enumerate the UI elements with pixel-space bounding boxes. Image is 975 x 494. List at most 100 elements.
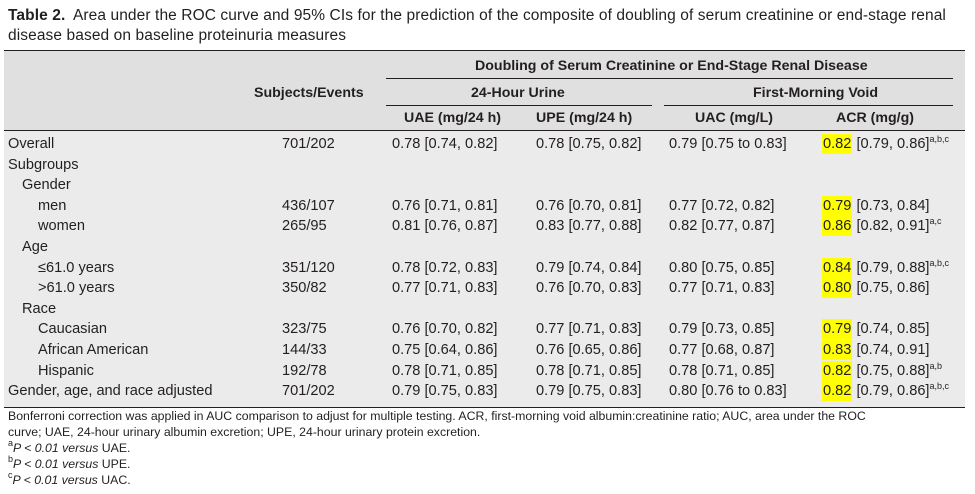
acr-auc-highlight: 0.82	[822, 381, 853, 401]
subjects-events-value: 436/107	[282, 198, 335, 214]
upe-auc-value: 0.76 [0.70, 0.81]	[536, 198, 642, 214]
subjects-events-value: 144/33	[282, 342, 327, 358]
upe-auc-value: 0.83 [0.77, 0.88]	[536, 218, 642, 234]
acr-auc-cell: 0.79 [0.74, 0.85]	[822, 319, 930, 339]
footnote-c: cP < 0.01 versus UAC.	[8, 470, 131, 488]
row-label: Race	[22, 301, 57, 317]
acr-ci-value: [0.74, 0.91]	[852, 342, 930, 358]
header-uac: UAC (mg/L)	[695, 110, 774, 126]
header-subjects: Subjects/Events	[254, 85, 364, 101]
acr-auc-cell: 0.86 [0.82, 0.91]a,c	[822, 216, 942, 236]
row-label: men	[38, 198, 67, 214]
table-caption: Table 2. Area under the ROC curve and 95…	[8, 6, 963, 46]
footnote-c-mark: c	[8, 470, 13, 480]
significance-marks: a,c	[929, 216, 942, 226]
acr-auc-highlight: 0.83	[822, 340, 853, 360]
footnote-text-2: curve; UAE, 24-hour urinary albumin excr…	[8, 425, 481, 439]
upe-auc-value: 0.76 [0.70, 0.83]	[536, 280, 642, 296]
header-rule-24h	[386, 105, 652, 106]
header-uae: UAE (mg/24 h)	[404, 110, 501, 126]
uae-auc-value: 0.78 [0.74, 0.82]	[392, 136, 498, 152]
acr-ci-value: [0.79, 0.86]	[852, 136, 930, 152]
acr-auc-highlight: 0.86	[822, 216, 853, 236]
acr-ci-value: [0.74, 0.85]	[852, 321, 930, 337]
uae-auc-value: 0.76 [0.71, 0.81]	[392, 198, 498, 214]
acr-ci-value: [0.73, 0.84]	[852, 198, 930, 214]
uac-auc-value: 0.80 [0.76 to 0.83]	[669, 383, 787, 399]
upe-auc-value: 0.77 [0.71, 0.83]	[536, 321, 642, 337]
acr-auc-highlight: 0.79	[822, 319, 853, 339]
header-group-title: Doubling of Serum Creatinine or End-Stag…	[475, 58, 868, 74]
header-acr: ACR (mg/g)	[836, 110, 915, 126]
row-label: Gender	[22, 177, 71, 193]
header-rule	[386, 78, 953, 79]
upe-auc-value: 0.78 [0.71, 0.85]	[536, 363, 642, 379]
subjects-events-value: 701/202	[282, 136, 335, 152]
acr-ci-value: [0.79, 0.86]	[852, 383, 930, 399]
acr-auc-cell: 0.80 [0.75, 0.86]	[822, 278, 930, 298]
uac-auc-value: 0.82 [0.77, 0.87]	[669, 218, 775, 234]
header-first-morning-void: First-Morning Void	[753, 85, 879, 101]
acr-auc-highlight: 0.84	[822, 258, 853, 278]
acr-auc-cell: 0.82 [0.79, 0.86]a,b,c	[822, 381, 950, 401]
subjects-events-value: 323/75	[282, 321, 327, 337]
uae-auc-value: 0.81 [0.76, 0.87]	[392, 218, 498, 234]
acr-ci-value: [0.75, 0.86]	[852, 280, 930, 296]
acr-auc-cell: 0.83 [0.74, 0.91]	[822, 340, 930, 360]
uac-auc-value: 0.79 [0.75 to 0.83]	[669, 136, 787, 152]
acr-auc-cell: 0.82 [0.79, 0.86]a,b,c	[822, 134, 950, 154]
uac-auc-value: 0.78 [0.71, 0.85]	[669, 363, 775, 379]
row-label: >61.0 years	[38, 280, 115, 296]
uac-auc-value: 0.77 [0.68, 0.87]	[669, 342, 775, 358]
acr-ci-value: [0.82, 0.91]	[852, 218, 930, 234]
row-label: Overall	[8, 136, 55, 152]
acr-auc-cell: 0.79 [0.73, 0.84]	[822, 196, 930, 216]
auc-table: Doubling of Serum Creatinine or End-Stag…	[4, 50, 965, 408]
row-label: Caucasian	[38, 321, 107, 337]
uae-auc-value: 0.78 [0.72, 0.83]	[392, 260, 498, 276]
uac-auc-value: 0.80 [0.75, 0.85]	[669, 260, 775, 276]
row-label: Age	[22, 239, 48, 255]
row-label: Gender, age, and race adjusted	[8, 383, 213, 399]
footnote-b: bP < 0.01 versus UPE.	[8, 454, 131, 472]
footnote-a: aP < 0.01 versus UAE.	[8, 438, 131, 456]
header-rule-fmv	[664, 105, 953, 106]
uae-auc-value: 0.76 [0.70, 0.82]	[392, 321, 498, 337]
acr-ci-value: [0.79, 0.88]	[852, 260, 930, 276]
subjects-events-value: 701/202	[282, 383, 335, 399]
uae-auc-value: 0.78 [0.71, 0.85]	[392, 363, 498, 379]
significance-marks: a,b	[929, 361, 943, 371]
subjects-events-value: 350/82	[282, 280, 327, 296]
upe-auc-value: 0.78 [0.75, 0.82]	[536, 136, 642, 152]
row-label: women	[38, 218, 86, 234]
upe-auc-value: 0.76 [0.65, 0.86]	[536, 342, 642, 358]
uae-auc-value: 0.77 [0.71, 0.83]	[392, 280, 498, 296]
uae-auc-value: 0.75 [0.64, 0.86]	[392, 342, 498, 358]
header-24h-urine: 24-Hour Urine	[471, 85, 565, 101]
significance-marks: a,b,c	[929, 258, 950, 268]
upe-auc-value: 0.79 [0.74, 0.84]	[536, 260, 642, 276]
acr-auc-cell: 0.84 [0.79, 0.88]a,b,c	[822, 258, 950, 278]
footnote-a-mark: a	[8, 438, 14, 448]
header-upe: UPE (mg/24 h)	[536, 110, 633, 126]
uac-auc-value: 0.79 [0.73, 0.85]	[669, 321, 775, 337]
row-label: Subgroups	[8, 157, 79, 173]
acr-auc-highlight: 0.82	[822, 134, 853, 154]
subjects-events-value: 192/78	[282, 363, 327, 379]
table-header	[4, 51, 965, 131]
acr-auc-highlight: 0.79	[822, 196, 853, 216]
footnote-b-mark: b	[8, 454, 14, 464]
acr-auc-highlight: 0.80	[822, 278, 853, 298]
upe-auc-value: 0.79 [0.75, 0.83]	[536, 383, 642, 399]
significance-marks: a,b,c	[929, 134, 950, 144]
significance-marks: a,b,c	[929, 381, 950, 391]
table-title: Area under the ROC curve and 95% CIs for…	[8, 7, 946, 44]
acr-auc-highlight: 0.82	[822, 361, 853, 381]
uac-auc-value: 0.77 [0.72, 0.82]	[669, 198, 775, 214]
acr-ci-value: [0.75, 0.88]	[852, 363, 930, 379]
row-label: African American	[38, 342, 149, 358]
uac-auc-value: 0.77 [0.71, 0.83]	[669, 280, 775, 296]
subjects-events-value: 351/120	[282, 260, 335, 276]
footnote-text-1: Bonferroni correction was applied in AUC…	[8, 409, 866, 423]
